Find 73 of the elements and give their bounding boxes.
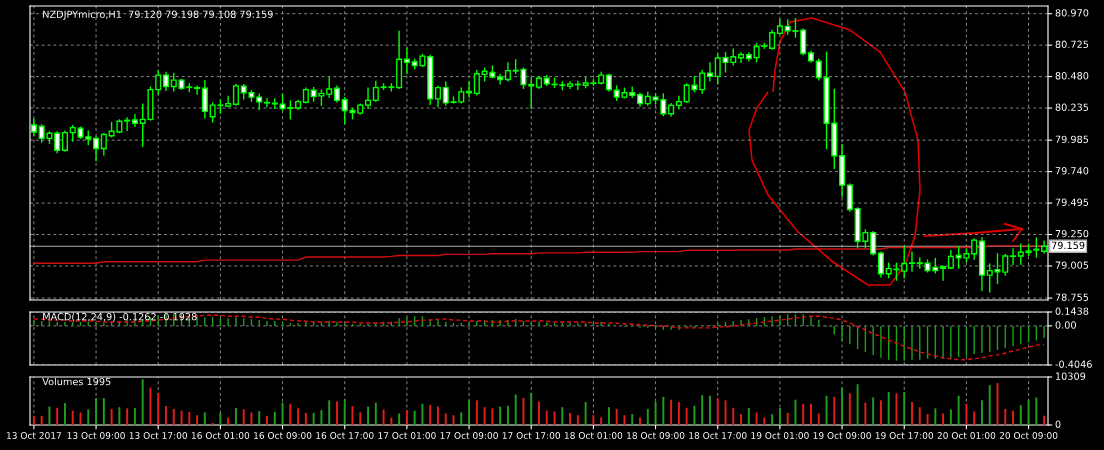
x-tick-label: 18 Oct 01:00 xyxy=(564,432,623,439)
y-tick-label: 80.480 xyxy=(1055,72,1089,80)
candlestick xyxy=(473,69,480,96)
y-tick-label: 10309 xyxy=(1056,372,1086,380)
x-tick-label: 16 Oct 17:00 xyxy=(316,432,374,439)
candlestick xyxy=(497,73,504,85)
chart-title: Volumes 1995 xyxy=(42,377,111,386)
x-tick-label: 18 Oct 09:00 xyxy=(627,432,685,439)
candlestick xyxy=(877,251,884,278)
candlestick xyxy=(124,117,131,132)
candlestick xyxy=(745,52,752,62)
candlestick xyxy=(403,47,410,75)
y-tick-label: 0.1438 xyxy=(1055,307,1089,315)
candlestick xyxy=(131,113,138,127)
candlestick xyxy=(365,87,372,110)
candlestick xyxy=(232,83,239,106)
x-tick-label: 19 Oct 01:00 xyxy=(751,432,809,439)
x-tick-label: 17 Oct 01:00 xyxy=(378,432,436,439)
y-tick-label: 79.740 xyxy=(1055,167,1089,175)
candlestick xyxy=(947,249,954,270)
candlestick xyxy=(434,85,442,108)
y-tick-label: 0 xyxy=(1055,420,1061,428)
candlestick xyxy=(769,30,776,50)
candlestick xyxy=(870,231,877,256)
candlestick xyxy=(201,80,208,119)
x-tick-label: 13 Oct 17:00 xyxy=(129,432,188,439)
candlestick xyxy=(971,238,978,260)
x-tick-label: 20 Oct 09:00 xyxy=(999,432,1058,439)
candlestick xyxy=(738,52,745,64)
candlestick xyxy=(54,131,61,154)
candlestick xyxy=(155,70,162,95)
candlestick xyxy=(1017,243,1024,265)
candlestick xyxy=(326,76,333,98)
x-tick-label: 16 Oct 09:00 xyxy=(254,432,312,439)
x-tick-label: 13 Oct 2017 xyxy=(6,432,62,439)
candlestick xyxy=(675,95,682,110)
y-tick-label: 79.985 xyxy=(1055,135,1089,143)
y-tick-label: 80.235 xyxy=(1055,103,1089,111)
line-series xyxy=(33,314,1045,361)
y-tick-label: -0.4046 xyxy=(1055,360,1092,368)
candlestick xyxy=(263,98,271,108)
candlestick xyxy=(528,77,535,110)
x-tick-label: 17 Oct 09:00 xyxy=(440,432,498,439)
candlestick xyxy=(194,85,201,95)
x-tick-label: 17 Oct 17:00 xyxy=(502,432,561,439)
candlestick xyxy=(225,95,232,108)
candlestick xyxy=(100,132,107,156)
y-tick-label: 80.970 xyxy=(1055,9,1089,17)
x-tick-label: 13 Oct 09:00 xyxy=(67,432,125,439)
y-tick-label: 0.00 xyxy=(1055,321,1076,329)
x-tick-label: 16 Oct 01:00 xyxy=(191,432,250,439)
candlestick xyxy=(706,62,713,82)
candlestick xyxy=(908,251,916,272)
candlestick xyxy=(699,69,706,95)
ref-line-label: 79.159 xyxy=(1051,241,1085,250)
candlestick xyxy=(372,80,379,102)
candlestick xyxy=(800,28,807,56)
y-tick-label: 79.250 xyxy=(1055,229,1089,238)
x-tick-label: 19 Oct 09:00 xyxy=(813,432,871,439)
candlestick xyxy=(1010,248,1017,265)
x-tick-label: 18 Oct 17:00 xyxy=(689,432,747,439)
candlestick xyxy=(93,136,100,162)
chart-title: NZDJPYmicro,H1 79.120 79.198 79.108 79.159 xyxy=(43,10,273,20)
y-tick-label: 80.725 xyxy=(1055,40,1089,48)
y-tick-label: 79.005 xyxy=(1055,261,1089,269)
candlestick xyxy=(901,245,908,279)
candlestick xyxy=(815,58,822,81)
candlestick xyxy=(61,130,68,152)
y-tick-label: 78.755 xyxy=(1055,293,1089,301)
y-tick-label: 79.495 xyxy=(1055,198,1089,206)
x-tick-label: 20 Oct 01:00 xyxy=(937,432,996,439)
x-tick-label: 19 Oct 17:00 xyxy=(875,432,934,439)
candlestick xyxy=(940,265,947,281)
